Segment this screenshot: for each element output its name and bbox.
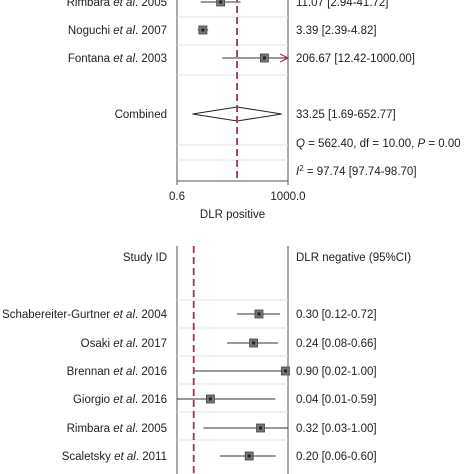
ci-value: 0.24 [0.08-0.66]: [296, 338, 377, 350]
estimate-dot: [208, 397, 212, 401]
ci-value: 3.39 [2.39-4.82]: [296, 25, 377, 37]
study-label: Brennan et al. 2016: [67, 366, 167, 378]
ci-value: 11.07 [2.94-41.72]: [296, 0, 389, 9]
estimate-dot: [283, 369, 287, 373]
estimate-dot: [262, 56, 266, 60]
study-label: Schabereiter-Gurtner et al. 2004: [2, 309, 168, 321]
ci-value: 0.20 [0.06-0.60]: [296, 451, 377, 463]
study-id-header: Study ID: [123, 252, 167, 264]
estimate-dot: [247, 454, 251, 458]
i2-statistic: I2 = 97.74 [97.74-98.70]: [296, 164, 417, 179]
x-tick-label: 1000.0: [270, 191, 305, 203]
study-label: Rimbara et al. 2005: [67, 0, 167, 9]
combined-label: Combined: [115, 109, 167, 121]
study-label: Rimbara et al. 2005: [67, 423, 167, 435]
study-label: Scaletsky et al. 2011: [62, 451, 167, 463]
ci-arrow: [279, 53, 290, 63]
x-tick-label: 0.6: [169, 191, 185, 203]
ci-value: 0.90 [0.02-1.00]: [296, 366, 377, 378]
ci-value: 0.30 [0.12-0.72]: [296, 309, 377, 321]
ci-value: 0.04 [0.01-0.59]: [296, 394, 377, 406]
q-statistic: Q = 562.40, df = 10.00, P = 0.00: [296, 138, 461, 150]
estimate-dot: [252, 341, 256, 345]
estimate-dot: [257, 312, 261, 316]
estimate-dot: [259, 426, 263, 430]
combined-diamond: [192, 106, 282, 122]
study-label: Giorgio et al. 2016: [73, 394, 167, 406]
dlr-negative-header: DLR negative (95%CI): [296, 252, 411, 264]
ci-value: 206.67 [12.42-1000.00]: [296, 53, 415, 65]
study-label: Noguchi et al. 2007: [68, 25, 167, 37]
x-axis-label: DLR positive: [200, 209, 265, 221]
estimate-dot: [219, 0, 223, 4]
estimate-dot: [201, 28, 205, 32]
combined-ci-value: 33.25 [1.69-652.77]: [296, 109, 396, 121]
study-label: Osaki et al. 2017: [81, 338, 167, 350]
ci-value: 0.32 [0.03-1.00]: [296, 423, 377, 435]
study-label: Fontana et al. 2003: [68, 53, 167, 65]
